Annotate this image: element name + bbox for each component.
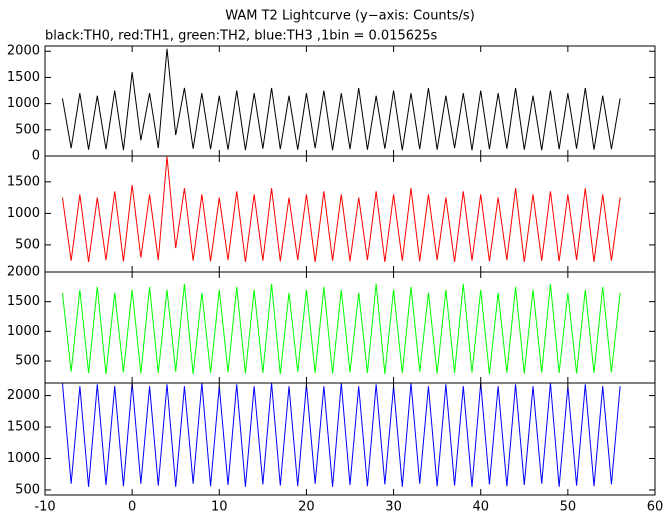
y-tick-label: 1000	[7, 451, 40, 466]
series-line	[61, 383, 621, 487]
x-tick-label: -10	[34, 500, 55, 515]
y-tick-label: 0	[32, 149, 40, 164]
y-tick-label: 1000	[7, 96, 40, 111]
y-tick-label: 500	[15, 237, 40, 252]
y-tick-label: 500	[15, 122, 40, 137]
x-tick-label: 30	[385, 500, 402, 515]
x-tick-label: 60	[647, 500, 664, 515]
x-tick-label: 10	[211, 500, 228, 515]
y-tick-label: 1500	[7, 70, 40, 85]
y-tick-label: 2000	[7, 44, 40, 59]
x-tick-label: 20	[298, 500, 315, 515]
chart-title: WAM T2 Lightcurve (y−axis: Counts/s)	[225, 9, 475, 24]
panel-frame	[44, 155, 656, 273]
chart-subtitle: black:TH0, red:TH1, green:TH2, blue:TH3 …	[45, 29, 438, 44]
panel-frame	[44, 382, 656, 496]
y-tick-label: 2000	[7, 265, 40, 280]
y-tick-label: 2000	[7, 388, 40, 403]
x-tick-label: 40	[472, 500, 489, 515]
y-tick-label: 500	[15, 482, 40, 497]
y-tick-label: 1000	[7, 324, 40, 339]
y-tick-label: 1500	[7, 420, 40, 435]
series-line	[61, 48, 621, 151]
y-tick-label: 1000	[7, 206, 40, 221]
y-tick-label: 1500	[7, 174, 40, 189]
series-line	[61, 283, 621, 375]
series-line	[61, 156, 621, 262]
x-tick-label: 0	[128, 500, 136, 515]
x-tick-label: 50	[560, 500, 577, 515]
y-tick-label: 500	[15, 354, 40, 369]
y-tick-label: 1500	[7, 294, 40, 309]
panel-frame	[44, 45, 656, 157]
